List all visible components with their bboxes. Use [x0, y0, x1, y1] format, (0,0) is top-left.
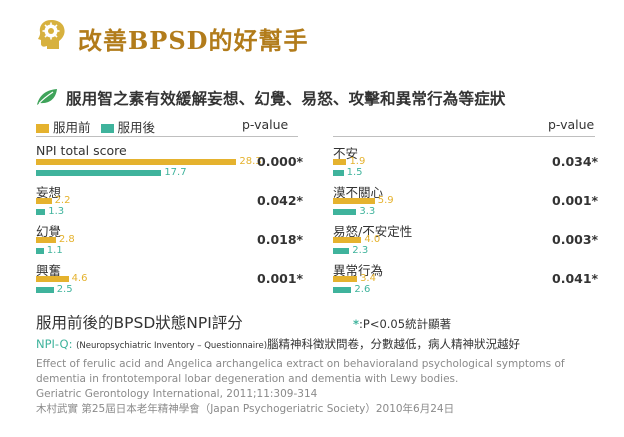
header-rule-right: [333, 136, 595, 137]
legend-swatch-after: [100, 124, 114, 133]
legend-label-after: 服用後: [117, 120, 156, 135]
legend-after: 服用後: [100, 117, 156, 136]
category-label: 異常行為: [333, 263, 384, 278]
bar-after: [333, 170, 344, 176]
category-label: 易怒/不安定性: [333, 224, 413, 239]
bar-value-before: 1.9: [349, 156, 366, 167]
p-value: 0.003*: [552, 232, 599, 247]
legend-before: 服用前: [36, 117, 91, 136]
category-label: 妄想: [36, 185, 62, 200]
p-value: 0.041*: [552, 271, 599, 286]
reference-line-1: Effect of ferulic acid and Angelica arch…: [36, 358, 565, 370]
npiq-note: NPI-Q: (Neuropsychiatric Inventory – Que…: [36, 336, 520, 352]
bar-value-after: 1.1: [46, 245, 63, 256]
category-label: 幻覺: [36, 224, 62, 239]
bar-before: [333, 276, 358, 282]
legend-label-before: 服用前: [53, 120, 91, 135]
bar-value-after: 17.7: [164, 167, 187, 178]
bar-value-before: 3.4: [360, 273, 376, 284]
p-value: 0.034*: [552, 154, 599, 169]
chart-caption: 服用前後的BPSD狀態NPI評分: [36, 314, 243, 332]
bar-value-after: 3.3: [359, 206, 376, 217]
npiq-full-name: (Neuropsychiatric Inventory – Questionna…: [76, 341, 268, 351]
bar-value-after: 1.3: [48, 206, 65, 217]
category-label: 不安: [333, 146, 359, 161]
bar-before: [36, 159, 237, 165]
bar-after: [36, 209, 46, 215]
subtitle: 服用智之素有效緩解妄想、幻覺、易怒、攻擊和異常行為等症狀: [66, 90, 506, 108]
bar-value-before: 4.6: [71, 273, 88, 284]
bar-after: [36, 248, 44, 254]
bar-after: [333, 248, 350, 254]
pvalue-header-left: p-value: [242, 117, 289, 132]
p-value: 0.042*: [257, 193, 304, 208]
bar-before: [333, 159, 347, 165]
bar-after: [36, 287, 54, 293]
reference-line-3: Geriatric Gerontology International, 201…: [36, 388, 318, 400]
npiq-colon: :: [68, 337, 73, 351]
bar-after: [333, 287, 352, 293]
pvalue-header-right: p-value: [548, 117, 595, 132]
reference-line-4: 木村武實 第25屆日本老年精神學會（Japan Psychogeriatric …: [36, 403, 455, 415]
bar-value-before: 4.0: [364, 234, 381, 245]
npiq-label: NPI-Q: [36, 337, 69, 351]
bar-value-after: 2.5: [56, 284, 73, 295]
bar-value-before: 5.9: [377, 195, 394, 206]
legend: 服用前 服用後: [36, 117, 165, 136]
npiq-description: 腦精神科徵狀問卷，分數越低，病人精神狀況越好: [267, 337, 521, 351]
bar-before: [333, 198, 375, 204]
header: 改善BPSD的好幫手: [0, 0, 624, 80]
p-value: 0.001*: [552, 193, 599, 208]
bar-before: [36, 237, 56, 243]
category-label: 興奮: [36, 263, 62, 278]
significance-star: *: [353, 317, 360, 331]
bar-value-before: 28.3: [239, 156, 262, 167]
bar-after: [333, 209, 357, 215]
bar-before: [333, 237, 362, 243]
bar-value-after: 2.3: [352, 245, 369, 256]
category-label: 漠不關心: [333, 185, 384, 200]
bar-after: [36, 170, 162, 176]
bar-before: [36, 276, 69, 282]
reference-line-2: dementia in frontotemporal lobar degener…: [36, 373, 459, 385]
head-brain-icon: [38, 20, 65, 49]
p-value: 0.001*: [257, 271, 304, 286]
bar-value-after: 2.6: [354, 284, 371, 295]
legend-swatch-before: [36, 124, 49, 133]
bar-value-after: 1.5: [346, 167, 363, 178]
significance-note: *:P<0.05統計顯著: [353, 316, 451, 332]
significance-text: :P<0.05統計顯著: [359, 317, 452, 331]
bar-before: [36, 198, 52, 204]
p-value: 0.018*: [257, 232, 304, 247]
leaf-icon: [37, 89, 57, 105]
header-rule-left: [36, 136, 298, 137]
bar-value-before: 2.8: [58, 234, 75, 245]
category-label: NPI total score: [36, 143, 127, 158]
bar-value-before: 2.2: [54, 195, 71, 206]
p-value: 0.000*: [257, 154, 304, 169]
page-title: 改善BPSD的好幫手: [78, 26, 309, 55]
